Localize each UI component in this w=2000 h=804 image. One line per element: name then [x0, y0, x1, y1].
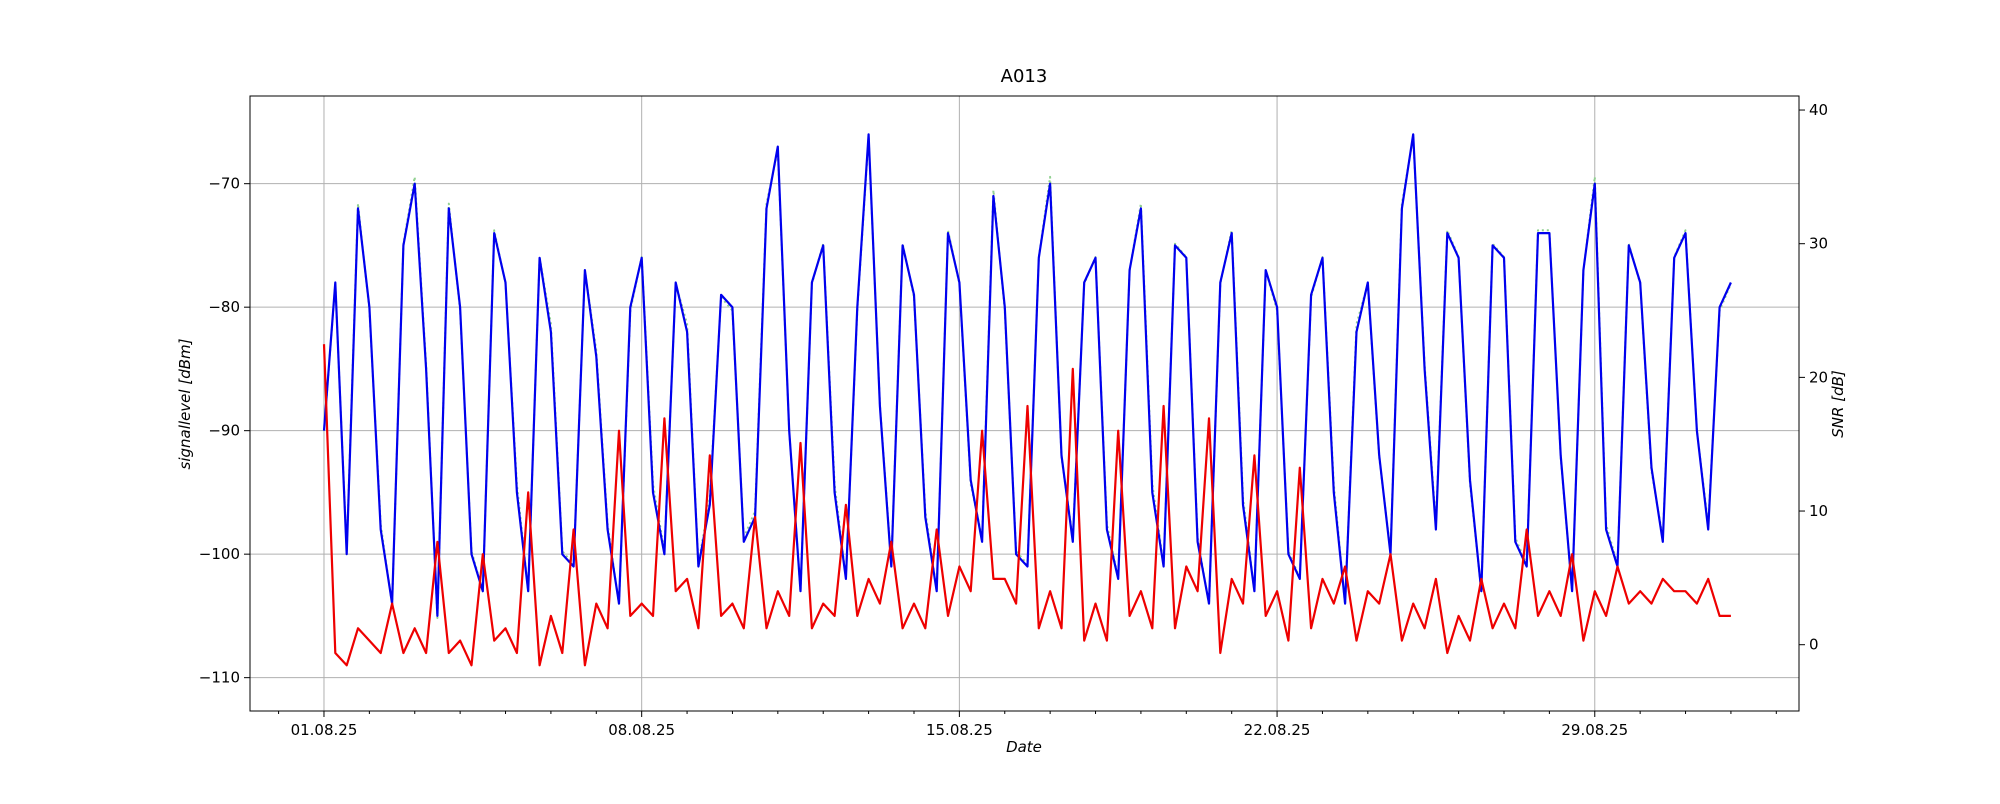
- y2-tick-label: 20: [1809, 368, 1828, 386]
- y-tick-label: −80: [208, 298, 240, 316]
- x-tick-label: 01.08.25: [291, 721, 358, 739]
- y-tick-label: −110: [199, 669, 240, 687]
- x-tick-label: 15.08.25: [926, 721, 993, 739]
- plot-frame: [249, 95, 1800, 712]
- y-tick-label: −70: [208, 175, 240, 193]
- y2-tick-label: 0: [1809, 636, 1819, 654]
- y2-axis-label: SNR [dB]: [1829, 370, 1847, 438]
- series-line: [322, 344, 1731, 667]
- y-tick-label: −90: [208, 422, 240, 440]
- y2-tick-label: 40: [1809, 101, 1828, 119]
- y-tick-label: −100: [199, 545, 240, 563]
- series-line: [322, 133, 1732, 617]
- x-axis-label: Date: [1006, 738, 1042, 756]
- x-tick-label: 22.08.25: [1244, 721, 1311, 739]
- x-tick-label: 29.08.25: [1561, 721, 1628, 739]
- x-tick-label: 08.08.25: [608, 721, 675, 739]
- y2-tick-label: 30: [1809, 235, 1828, 253]
- y2-tick-label: 10: [1809, 502, 1828, 520]
- y-axis-label: signallevel [dBm]: [176, 338, 194, 469]
- chart-title: A013: [1001, 66, 1048, 87]
